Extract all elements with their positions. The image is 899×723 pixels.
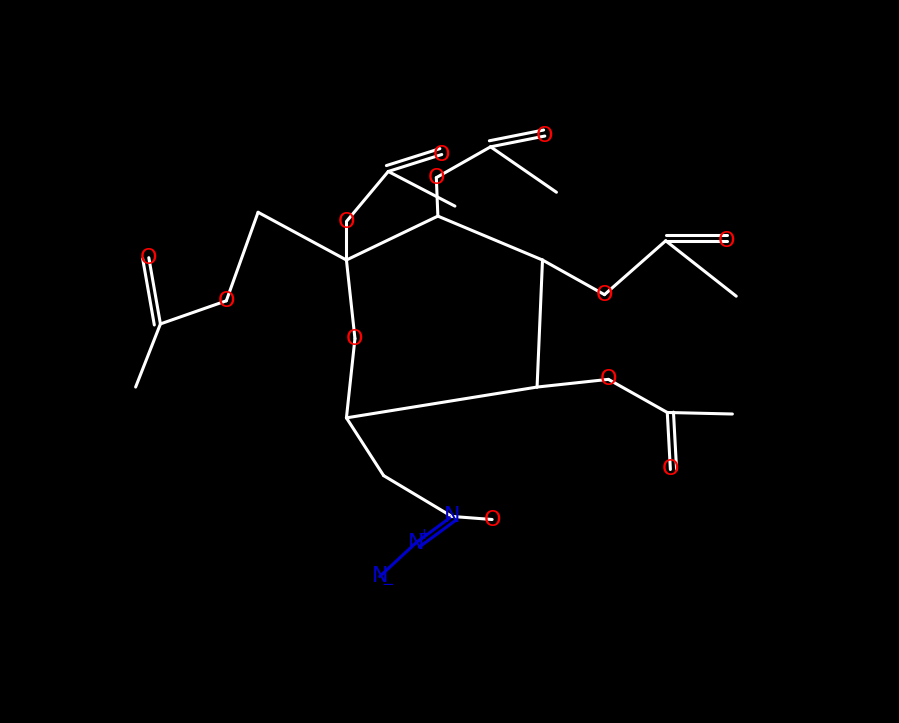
- Text: O: O: [428, 168, 445, 188]
- Text: O: O: [140, 248, 157, 268]
- Text: N: N: [443, 506, 460, 526]
- Text: O: O: [346, 328, 364, 348]
- Text: O: O: [338, 212, 355, 231]
- Text: O: O: [433, 145, 450, 165]
- Text: O: O: [600, 369, 617, 390]
- Text: +: +: [417, 527, 431, 542]
- Text: O: O: [596, 285, 613, 304]
- Text: N: N: [371, 567, 388, 586]
- Text: N: N: [408, 533, 424, 552]
- Text: −: −: [381, 577, 394, 591]
- Text: O: O: [662, 459, 679, 479]
- Text: O: O: [218, 291, 235, 311]
- Text: O: O: [484, 510, 501, 529]
- Text: O: O: [718, 231, 735, 251]
- Text: O: O: [536, 126, 554, 146]
